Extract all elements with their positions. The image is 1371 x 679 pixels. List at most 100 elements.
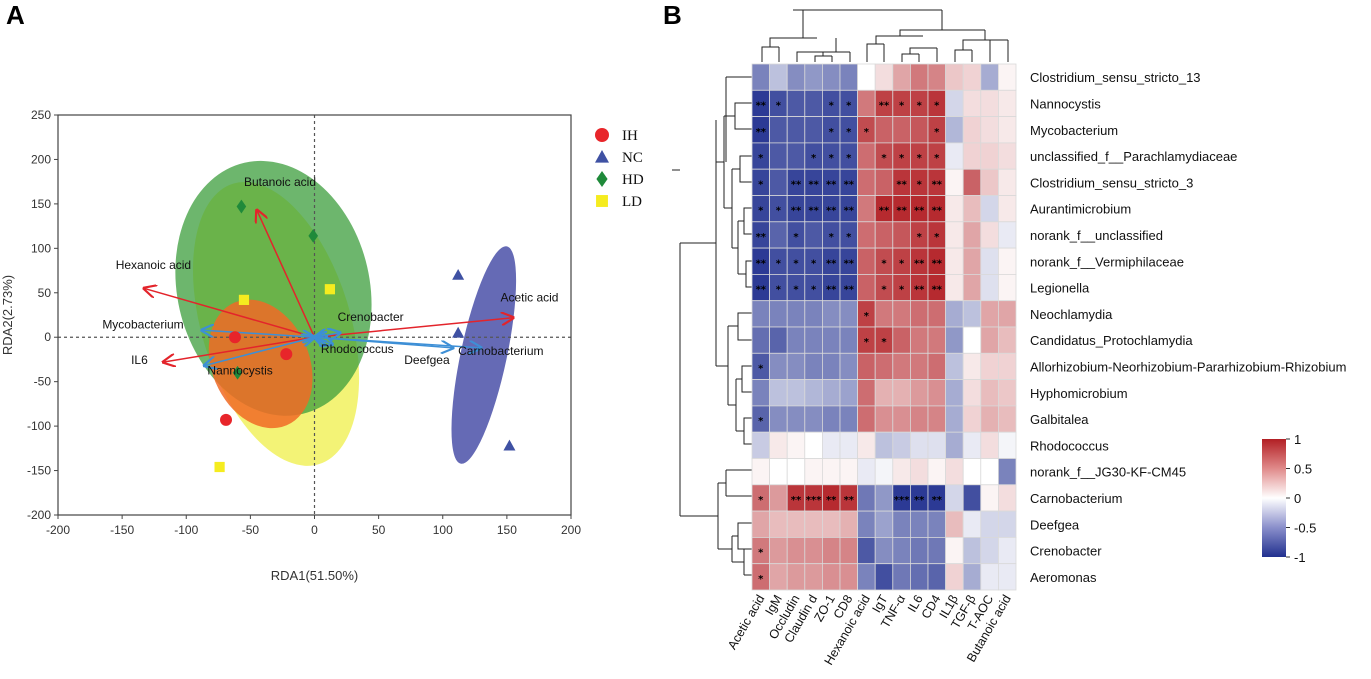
heatmap-cell <box>945 379 964 407</box>
heatmap-cell <box>998 431 1017 459</box>
heatmap-cell <box>945 326 964 354</box>
heatmap-cell <box>804 431 823 459</box>
row-label: Nannocystis <box>1030 96 1101 111</box>
heatmap-cell <box>804 379 823 407</box>
heatmap-cell <box>857 195 876 223</box>
heatmap-cell <box>910 458 929 486</box>
heatmap-cell <box>945 89 964 118</box>
legend-symbol-nc <box>595 150 609 163</box>
significance-mark: ** <box>791 495 802 506</box>
significance-mark: * <box>934 232 940 243</box>
significance-mark: ** <box>914 495 925 506</box>
x-tick-label: -50 <box>242 523 260 537</box>
row-label: norank_f__JG30-KF-CM45 <box>1030 465 1186 480</box>
heatmap-cell <box>769 116 788 144</box>
heatmap-cell <box>927 537 947 565</box>
heatmap-cell <box>945 405 964 433</box>
significance-mark: * <box>934 100 940 111</box>
heatmap-cell <box>751 458 771 486</box>
significance-mark: * <box>829 100 835 111</box>
significance-mark: ** <box>826 179 837 190</box>
heatmap-cell <box>998 326 1017 354</box>
ellipse-nc <box>451 246 517 464</box>
heatmap-cell <box>927 405 947 433</box>
significance-mark: * <box>846 100 852 111</box>
heatmap-cell <box>945 273 964 302</box>
heatmap-cell <box>962 379 982 407</box>
heatmap-cell <box>822 379 841 407</box>
significance-mark: * <box>758 416 764 427</box>
significance-mark: ** <box>879 100 890 111</box>
heatmap-cell <box>892 405 911 433</box>
heatmap-cell <box>910 379 929 407</box>
species-label-crenobacter: Crenobacter <box>338 310 404 324</box>
significance-mark: * <box>776 100 782 111</box>
row-label: Allorhizobium-Neorhizobium-Pararhizobium… <box>1030 359 1346 374</box>
heatmap-cell <box>910 326 929 354</box>
heatmap-cell <box>927 326 947 354</box>
significance-mark: * <box>917 179 923 190</box>
significance-mark: * <box>811 285 817 296</box>
y-tick-label: -150 <box>27 464 51 478</box>
arrow-labels: Butanoic acid Hexanoic acid Acetic acid IL6… <box>102 175 558 377</box>
heatmap-cell <box>962 221 982 249</box>
heatmap-cell <box>927 458 947 486</box>
significance-mark: ** <box>826 285 837 296</box>
heatmap-cell <box>839 352 859 380</box>
heatmap-cell <box>822 563 841 591</box>
heatmap-cell <box>839 326 859 354</box>
heatmap-cell <box>892 510 911 538</box>
y-tick-label: -200 <box>27 508 51 522</box>
heatmap-cell <box>998 273 1017 302</box>
heatmap-cell <box>786 89 806 118</box>
heatmap-cell <box>998 116 1017 144</box>
row-label: Mycobacterium <box>1030 123 1118 138</box>
heatmap-cell <box>874 116 894 144</box>
heatmap-cell <box>962 352 982 380</box>
heatmap-cell <box>804 563 823 591</box>
x-tick-label: 0 <box>311 523 318 537</box>
heatmap-cell <box>769 63 788 91</box>
heatmap-cell <box>910 563 929 591</box>
heatmap-cell <box>962 273 982 302</box>
heatmap-cell <box>786 458 806 486</box>
significance-mark: * <box>758 548 764 559</box>
x-tick-label: -200 <box>46 523 70 537</box>
heatmap-cell <box>892 431 911 459</box>
heatmap-cell <box>998 510 1017 538</box>
significance-mark: ** <box>791 206 802 217</box>
heatmap-cell <box>822 431 841 459</box>
heatmap-cell <box>945 458 964 486</box>
heatmap-cell <box>998 247 1017 275</box>
heatmap-cell <box>945 563 964 591</box>
y-tick-label: 100 <box>31 241 51 255</box>
significance-mark: * <box>758 363 764 374</box>
heatmap-cell <box>998 458 1017 486</box>
heatmap-cell <box>962 431 982 459</box>
row-label: Aurantimicrobium <box>1030 202 1131 217</box>
heatmap-cell <box>839 537 859 565</box>
heatmap-cell <box>804 537 823 565</box>
heatmap-cell <box>786 142 806 170</box>
row-label: Hyphomicrobium <box>1030 386 1128 401</box>
heatmap-cell <box>927 352 947 380</box>
legend-symbol-ld <box>596 195 608 207</box>
heatmap-cell <box>892 458 911 486</box>
point-nc <box>452 269 465 280</box>
significance-marks: ** * * * ** * * *** * * * ** * * * * * * ** ** ** ** ** ** * *** *… <box>756 100 943 584</box>
heatmap-cell <box>857 484 876 512</box>
significance-mark: * <box>793 258 799 269</box>
significance-mark: * <box>917 153 923 164</box>
legend-label-hd: HD <box>622 172 644 188</box>
x-tick-label: 100 <box>433 523 453 537</box>
heatmap-cell <box>804 116 823 144</box>
significance-mark: ** <box>826 495 837 506</box>
significance-mark: ** <box>914 285 925 296</box>
heatmap-cell <box>769 510 788 538</box>
heatmap-cell <box>857 221 876 249</box>
heatmap-cell <box>786 510 806 538</box>
heatmap-cell <box>945 352 964 380</box>
column-label: Acetic acid <box>725 592 767 651</box>
